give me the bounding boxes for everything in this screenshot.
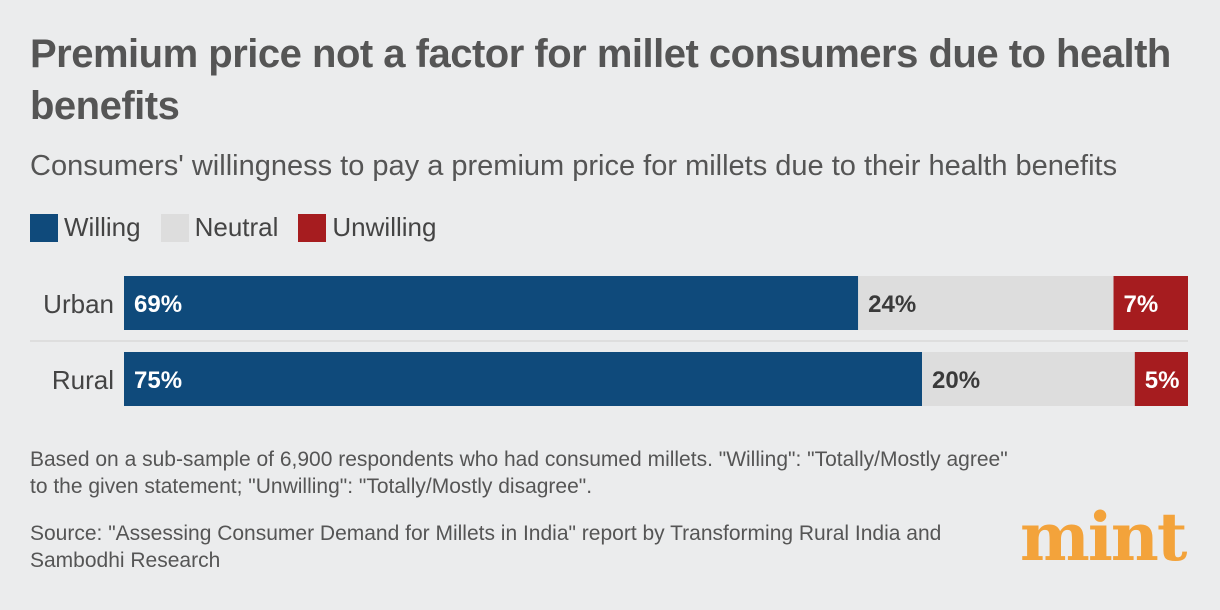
legend-label-willing: Willing (64, 212, 141, 242)
bar-urban-willing (124, 276, 859, 330)
stacked-bar-chart: Urban 69% 24% 7% Rural 75% 20% 5% (30, 276, 1188, 406)
legend-label-unwilling: Unwilling (332, 212, 437, 242)
bar-rural-willing (124, 352, 922, 406)
legend-swatch-neutral (160, 213, 189, 242)
chart-subtitle: Consumers' willingness to pay a premium … (30, 150, 1118, 182)
bar-urban-neutral (858, 276, 1114, 330)
bar-rural-neutral (922, 352, 1135, 406)
category-label-urban: Urban (43, 289, 114, 319)
legend: Willing Neutral Unwilling (30, 212, 456, 243)
value-label-rural-willing: 75% (134, 367, 182, 394)
value-label-rural-neutral: 20% (932, 367, 980, 394)
chart-title: Premium price not a factor for millet co… (30, 32, 1171, 128)
bar-urban-unwilling (1113, 276, 1188, 330)
value-label-urban-neutral: 24% (868, 291, 916, 318)
legend-item-willing: Willing (30, 212, 141, 243)
value-label-rural-unwilling: 5% (1145, 367, 1180, 394)
legend-label-neutral: Neutral (194, 212, 279, 242)
value-label-urban-unwilling: 7% (1124, 291, 1159, 318)
category-label-rural: Rural (52, 365, 114, 395)
bar-rural-unwilling (1134, 352, 1188, 406)
legend-swatch-willing (30, 213, 58, 242)
footnote: Based on a sub-sample of 6,900 responden… (30, 448, 1008, 498)
legend-item-neutral: Neutral (160, 212, 279, 243)
mint-logo: mint (1020, 498, 1187, 576)
legend-item-unwilling: Unwilling (298, 212, 436, 243)
source-note: Source: "Assessing Consumer Demand for M… (30, 522, 942, 572)
value-label-urban-willing: 69% (134, 291, 182, 318)
legend-swatch-unwilling (298, 213, 327, 242)
